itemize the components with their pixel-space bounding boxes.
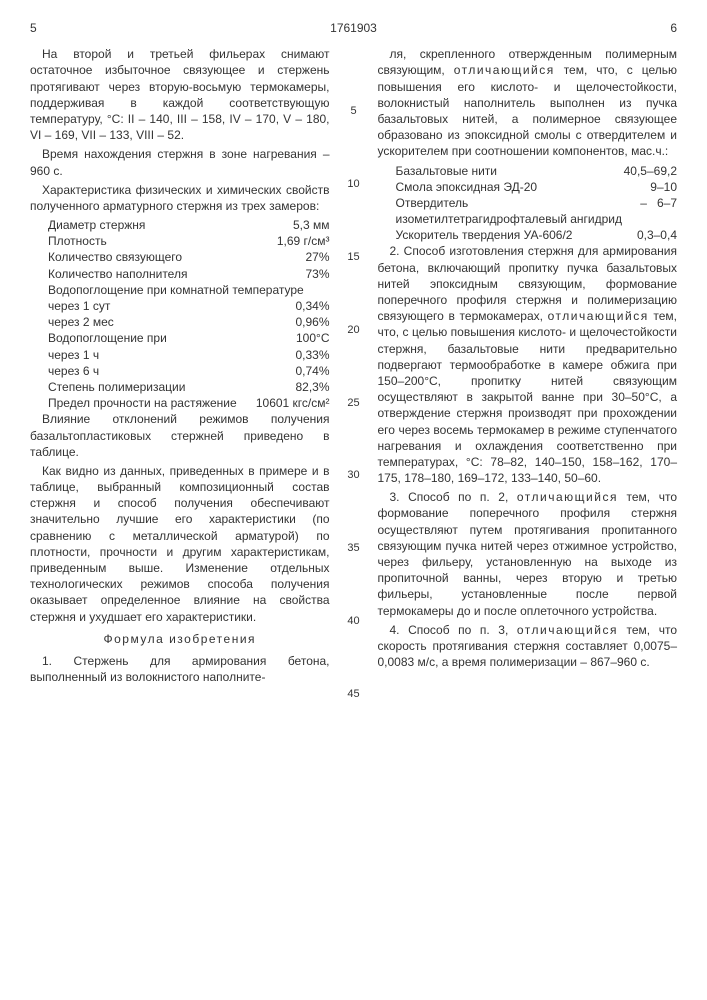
data-row: Предел прочности на растяжение10601 кгс/…	[48, 395, 330, 411]
data-row: Количество наполнителя73%	[48, 266, 330, 282]
differing-term: отличающийся	[517, 490, 618, 504]
right-column: ля, скрепленного отвержденным полимерным…	[378, 46, 678, 702]
data-row: Водопоглощение при комнатной температуре	[48, 282, 330, 298]
data-row: Количество связующего27%	[48, 249, 330, 265]
data-row: через 1 сут0,34%	[48, 298, 330, 314]
claim-3: 3. Способ по п. 2, отличающийся тем, что…	[378, 489, 678, 619]
differing-term: отличающийся	[517, 623, 618, 637]
margin-line-numbers: 5 10 15 20 25 30 35 40 45	[345, 46, 363, 702]
claim-1-continued: ля, скрепленного отвержденным полимерным…	[378, 46, 678, 159]
claim-4: 4. Способ по п. 3, отличающийся тем, что…	[378, 622, 678, 671]
paragraph: Характеристика физических и химических с…	[30, 182, 330, 214]
data-row: Смола эпоксидная ЭД-209–10	[396, 179, 678, 195]
page-header: 5 1761903 6	[30, 20, 677, 36]
paragraph: Время нахождения стержня в зоне нагреван…	[30, 146, 330, 178]
data-row: Базальтовые нити40,5–69,2	[396, 163, 678, 179]
page-num-left: 5	[30, 20, 37, 36]
differing-term: отличающийся	[454, 63, 555, 77]
differing-term: отличающийся	[548, 309, 649, 323]
paragraph: Влияние отклонений режимов получения баз…	[30, 411, 330, 460]
claim-2: 2. Способ изготовления стержня для армир…	[378, 243, 678, 486]
data-row: Диаметр стержня5,3 мм	[48, 217, 330, 233]
formula-heading: Формула изобретения	[30, 631, 330, 647]
claim-1-start: 1. Стержень для армирования бетона, выпо…	[30, 653, 330, 685]
data-row: через 1 ч0,33%	[48, 347, 330, 363]
data-row: через 2 мес0,96%	[48, 314, 330, 330]
page-num-right: 6	[670, 20, 677, 36]
paragraph: На второй и третьей фильерах снимают ост…	[30, 46, 330, 143]
left-column: На второй и третьей фильерах снимают ост…	[30, 46, 330, 702]
data-row: через 6 ч0,74%	[48, 363, 330, 379]
document-number: 1761903	[37, 20, 671, 36]
properties-list: Диаметр стержня5,3 мм Плотность1,69 г/см…	[30, 217, 330, 411]
paragraph: Как видно из данных, приведенных в приме…	[30, 463, 330, 625]
data-row: Плотность1,69 г/см³	[48, 233, 330, 249]
two-column-layout: На второй и третьей фильерах снимают ост…	[30, 46, 677, 702]
composition-list: Базальтовые нити40,5–69,2 Смола эпоксидн…	[378, 163, 678, 244]
data-row: Водопоглощение при100°С	[48, 330, 330, 346]
data-row: Отвердитель – изометилтетрагидрофталевый…	[396, 195, 678, 227]
document-page: 5 1761903 6 На второй и третьей фильерах…	[0, 0, 707, 1000]
data-row: Ускоритель твердения УА-606/20,3–0,4	[396, 227, 678, 243]
data-row: Степень полимеризации82,3%	[48, 379, 330, 395]
